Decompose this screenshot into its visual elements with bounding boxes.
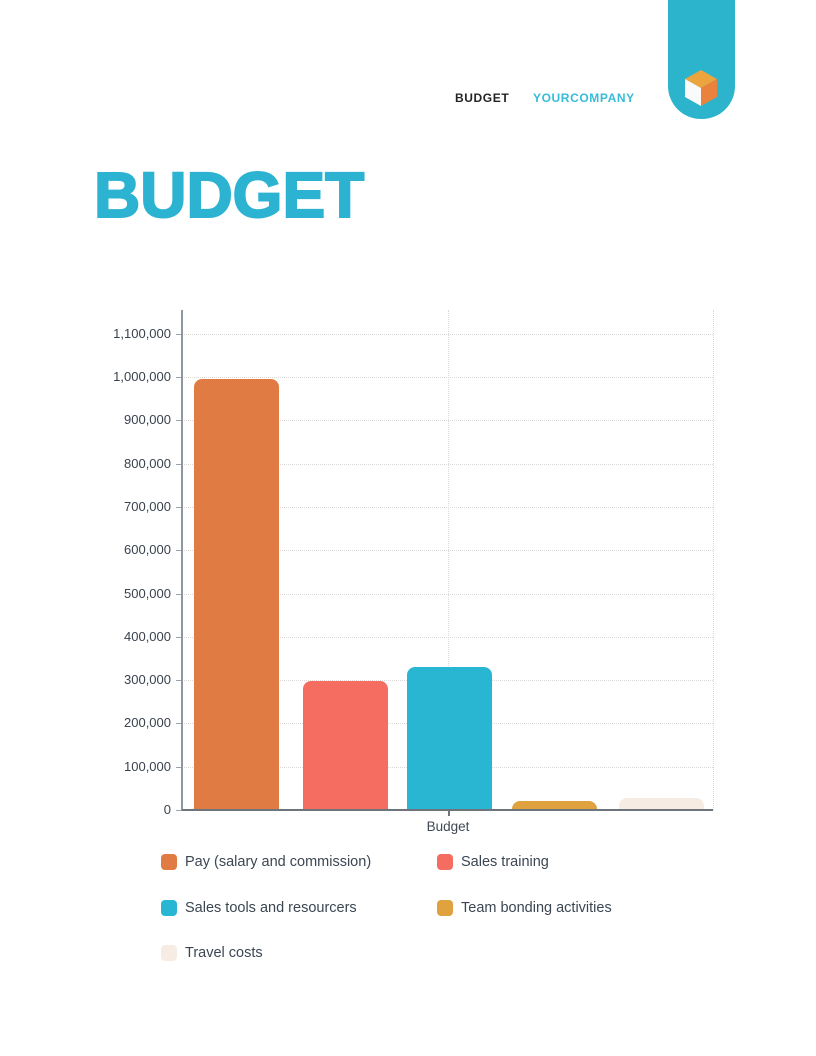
page-title: BUDGET [93,158,365,232]
x-axis [182,809,713,811]
y-tick-mark [176,593,182,595]
legend-label: Sales training [461,854,549,870]
gridline [182,506,713,508]
bar-sales-tools-and-resourcers [407,667,492,810]
legend-item-travel-costs: Travel costs [161,944,263,962]
legend-label: Pay (salary and commission) [185,854,372,870]
header-company-name: YOURCOMPANY [533,91,635,105]
y-tick-mark [176,636,182,638]
legend-item-sales-tools-and-resourcers: Sales tools and resourcers [161,899,357,917]
header-doc-label: BUDGET [455,91,510,105]
y-tick-label: 1,000,000 [113,369,171,384]
y-tick-label: 900,000 [124,412,171,428]
y-tick-mark [176,810,182,811]
gridline [182,550,713,552]
x-axis-tick [448,811,450,816]
gridline [182,593,713,595]
y-tick-label: 400,000 [124,628,171,644]
y-tick-mark [176,463,182,465]
bar-sales-training [303,681,388,810]
legend-label: Sales tools and resourcers [185,899,357,916]
y-axis [181,310,183,810]
y-tick-mark [176,766,182,768]
y-tick-mark [176,723,182,725]
y-tick-mark [176,506,182,508]
legend-label: Travel costs [185,945,263,961]
gridline [182,377,713,378]
legend-item-team-bonding-activities: Team bonding activities [437,899,612,917]
legend-swatch [437,854,453,870]
bar-pay-salary-and-commission [194,379,279,810]
legend-swatch [161,854,177,870]
y-tick-mark [176,420,182,422]
chart-legend: Pay (salary and commission) Sales trainin… [161,853,721,993]
y-tick-label: 800,000 [124,455,171,471]
y-tick-mark [176,333,182,335]
bar-travel-costs [619,798,704,810]
y-tick-mark [176,680,182,682]
y-tick-mark [176,377,182,378]
company-logo [668,0,735,119]
legend-item-pay-salary-and-commission: Pay (salary and commission) [161,853,371,871]
y-tick-mark [176,550,182,552]
gridline-vertical [713,310,714,810]
legend-swatch [161,945,177,961]
gridline [182,333,713,335]
gridline [182,420,713,422]
y-tick-label: 100,000 [124,758,171,774]
legend-swatch [437,899,453,916]
y-tick-label: 600,000 [124,542,171,558]
y-tick-label: 0 [163,802,171,817]
y-tick-label: 700,000 [124,498,171,514]
y-tick-label: 1,100,000 [113,325,171,341]
x-axis-label: Budget [426,819,470,834]
y-tick-label: 200,000 [124,715,171,731]
legend-item-sales-training: Sales training [437,853,549,871]
gridline [182,636,713,638]
legend-swatch [161,899,177,916]
cube-icon [685,70,717,106]
gridline [182,463,713,465]
gridline-vertical [448,310,449,810]
legend-label: Team bonding activities [461,899,612,916]
bar-team-bonding-activities [512,801,597,810]
y-tick-label: 500,000 [124,585,171,601]
y-tick-label: 300,000 [124,672,171,688]
